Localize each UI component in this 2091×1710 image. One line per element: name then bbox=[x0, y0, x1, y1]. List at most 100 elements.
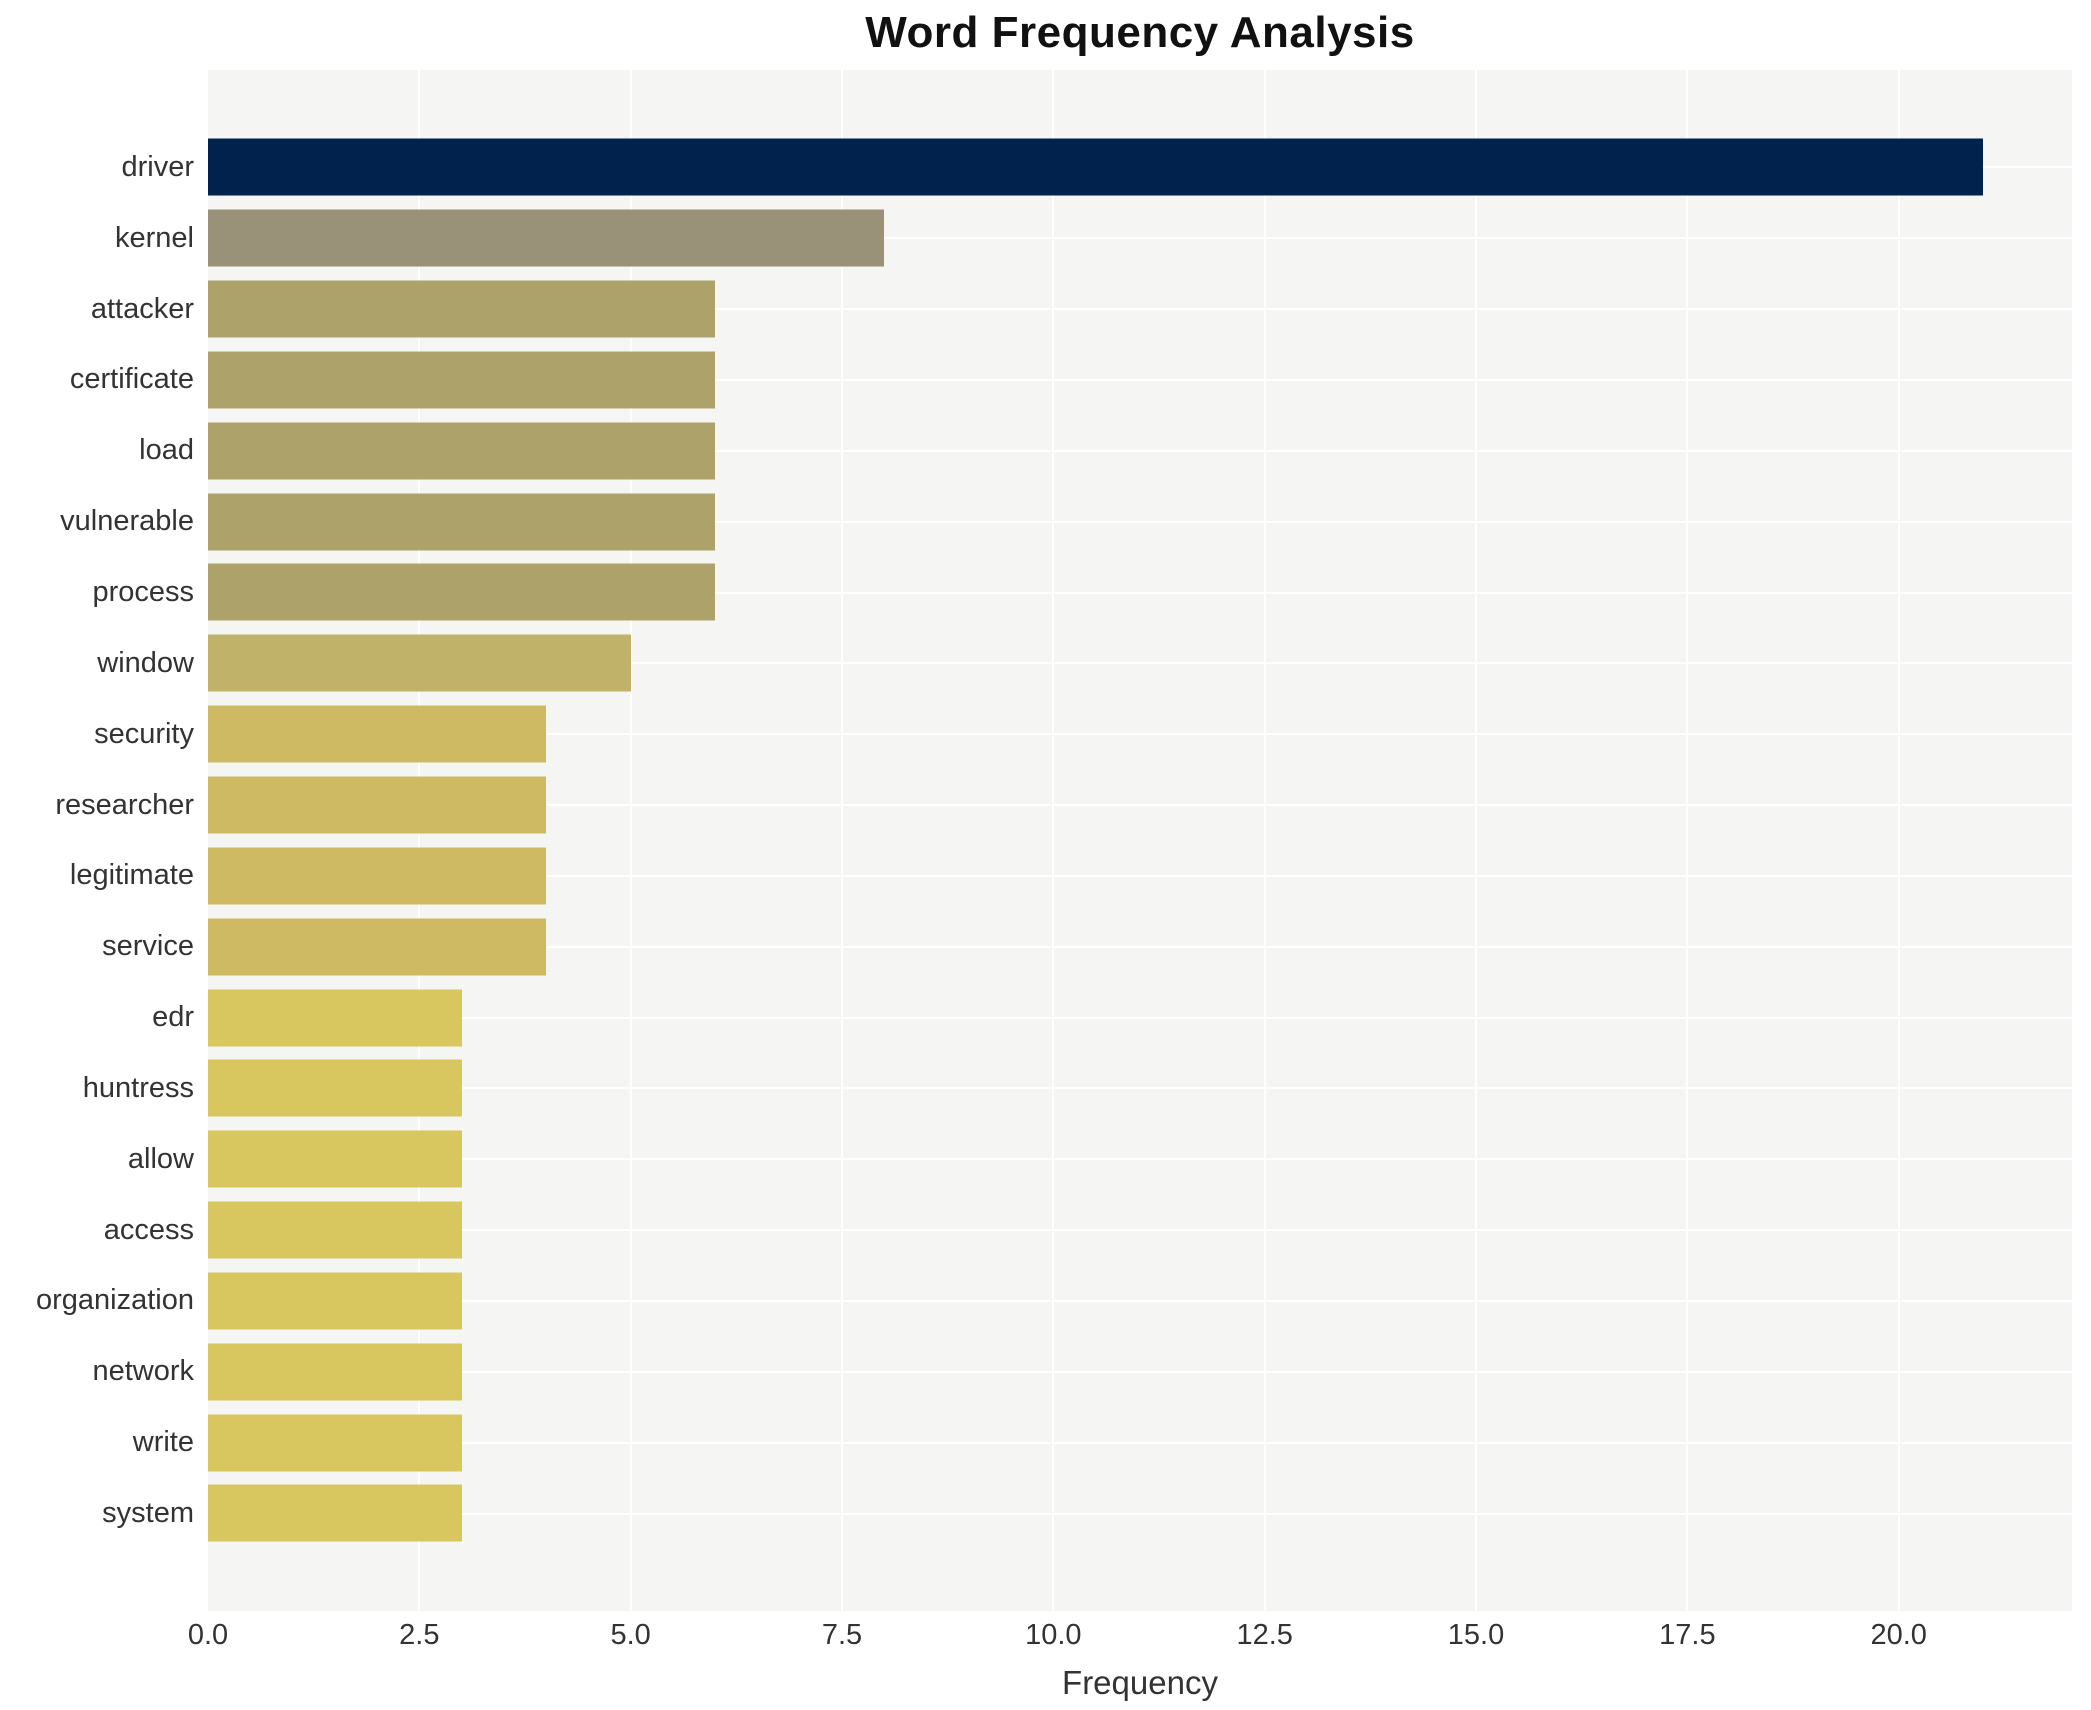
bar-row-certificate: certificate bbox=[0, 345, 2072, 416]
category-label-access: access bbox=[103, 1213, 194, 1246]
bar-track bbox=[208, 1195, 2072, 1266]
bars-container: driver kernel attacker certificate load vulne… bbox=[0, 70, 2072, 1611]
bar-track bbox=[208, 345, 2072, 416]
x-tick-label-17.5: 17.5 bbox=[1659, 1619, 1716, 1651]
x-tick-label-10.0: 10.0 bbox=[1025, 1619, 1082, 1651]
horizontal-gridline bbox=[208, 1087, 2072, 1090]
bar-huntress bbox=[208, 1059, 462, 1117]
bar-row-process: process bbox=[0, 557, 2072, 628]
category-label-write: write bbox=[132, 1426, 194, 1459]
bar-track bbox=[208, 132, 2072, 203]
bar-track bbox=[208, 699, 2072, 770]
horizontal-gridline bbox=[208, 662, 2072, 665]
horizontal-gridline bbox=[208, 1016, 2072, 1019]
horizontal-gridline bbox=[208, 945, 2072, 948]
category-label-attacker: attacker bbox=[90, 292, 194, 325]
bar-write bbox=[208, 1414, 462, 1472]
category-label-service: service bbox=[102, 930, 194, 963]
bar-row-service: service bbox=[0, 911, 2072, 982]
vertical-gridline bbox=[1475, 70, 1478, 1611]
bar-legitimate bbox=[208, 847, 547, 905]
bar-track bbox=[208, 1336, 2072, 1407]
bar-row-driver: driver bbox=[0, 132, 2072, 203]
bar-row-window: window bbox=[0, 628, 2072, 699]
bar-row-vulnerable: vulnerable bbox=[0, 486, 2072, 557]
bar-track bbox=[208, 274, 2072, 345]
bar-attacker bbox=[208, 280, 716, 338]
horizontal-gridline bbox=[208, 520, 2072, 523]
bar-row-researcher: researcher bbox=[0, 770, 2072, 841]
horizontal-gridline bbox=[208, 1441, 2072, 1444]
bar-track bbox=[208, 770, 2072, 841]
x-tick-label-7.5: 7.5 bbox=[821, 1619, 863, 1651]
category-label-researcher: researcher bbox=[55, 788, 194, 821]
horizontal-gridline bbox=[208, 1229, 2072, 1232]
bar-row-kernel: kernel bbox=[0, 203, 2072, 274]
category-label-system: system bbox=[102, 1496, 194, 1529]
bar-row-access: access bbox=[0, 1195, 2072, 1266]
horizontal-gridline bbox=[208, 1158, 2072, 1161]
bar-row-allow: allow bbox=[0, 1124, 2072, 1195]
vertical-gridline bbox=[1052, 70, 1055, 1611]
category-label-process: process bbox=[92, 575, 194, 608]
x-tick-label-0.0: 0.0 bbox=[187, 1619, 229, 1651]
bar-vulnerable bbox=[208, 493, 716, 551]
bar-certificate bbox=[208, 351, 716, 409]
bar-track bbox=[208, 557, 2072, 628]
bar-row-huntress: huntress bbox=[0, 1053, 2072, 1124]
category-label-vulnerable: vulnerable bbox=[60, 505, 194, 538]
category-label-certificate: certificate bbox=[69, 363, 194, 396]
horizontal-gridline bbox=[208, 1512, 2072, 1515]
bar-track bbox=[208, 1124, 2072, 1195]
category-label-window: window bbox=[97, 646, 194, 679]
bar-track bbox=[208, 1407, 2072, 1478]
horizontal-gridline bbox=[208, 308, 2072, 311]
category-label-legitimate: legitimate bbox=[69, 859, 194, 892]
bar-track bbox=[208, 840, 2072, 911]
bar-track bbox=[208, 203, 2072, 274]
x-tick-label-12.5: 12.5 bbox=[1236, 1619, 1293, 1651]
horizontal-gridline bbox=[208, 804, 2072, 807]
bar-row-network: network bbox=[0, 1336, 2072, 1407]
bar-allow bbox=[208, 1130, 462, 1188]
vertical-gridline bbox=[629, 70, 632, 1611]
horizontal-gridline bbox=[208, 1300, 2072, 1303]
vertical-gridline bbox=[841, 70, 843, 1611]
bar-organization bbox=[208, 1272, 462, 1330]
x-axis-label: Frequency bbox=[1062, 1664, 1218, 1701]
category-label-security: security bbox=[94, 717, 194, 750]
bar-row-organization: organization bbox=[0, 1266, 2072, 1337]
horizontal-gridline bbox=[208, 591, 2072, 594]
bar-track bbox=[208, 1478, 2072, 1549]
horizontal-gridline bbox=[208, 1370, 2072, 1373]
horizontal-gridline bbox=[208, 237, 2072, 240]
bar-driver bbox=[208, 138, 1984, 196]
horizontal-gridline bbox=[208, 733, 2072, 736]
bar-access bbox=[208, 1201, 462, 1259]
bar-track bbox=[208, 415, 2072, 486]
x-tick-label-5.0: 5.0 bbox=[610, 1619, 651, 1651]
horizontal-gridline bbox=[208, 874, 2072, 877]
vertical-gridline bbox=[1263, 70, 1266, 1611]
bar-row-legitimate: legitimate bbox=[0, 840, 2072, 911]
bar-kernel bbox=[208, 209, 885, 267]
category-label-driver: driver bbox=[121, 150, 194, 183]
horizontal-gridline bbox=[208, 378, 2072, 381]
bar-track bbox=[208, 628, 2072, 699]
bar-researcher bbox=[208, 776, 547, 834]
category-label-allow: allow bbox=[127, 1142, 194, 1175]
bar-row-system: system bbox=[0, 1478, 2072, 1549]
bar-window bbox=[208, 634, 631, 692]
bar-row-security: security bbox=[0, 699, 2072, 770]
x-tick-label-20.0: 20.0 bbox=[1870, 1619, 1927, 1651]
bar-network bbox=[208, 1343, 462, 1401]
bar-track bbox=[208, 911, 2072, 982]
vertical-gridline bbox=[1897, 70, 1900, 1611]
bar-load bbox=[208, 422, 716, 480]
bar-edr bbox=[208, 989, 462, 1047]
category-label-kernel: kernel bbox=[115, 221, 194, 254]
chart-title: Word Frequency Analysis bbox=[865, 8, 1415, 57]
bar-process bbox=[208, 563, 716, 621]
bar-track bbox=[208, 1053, 2072, 1124]
